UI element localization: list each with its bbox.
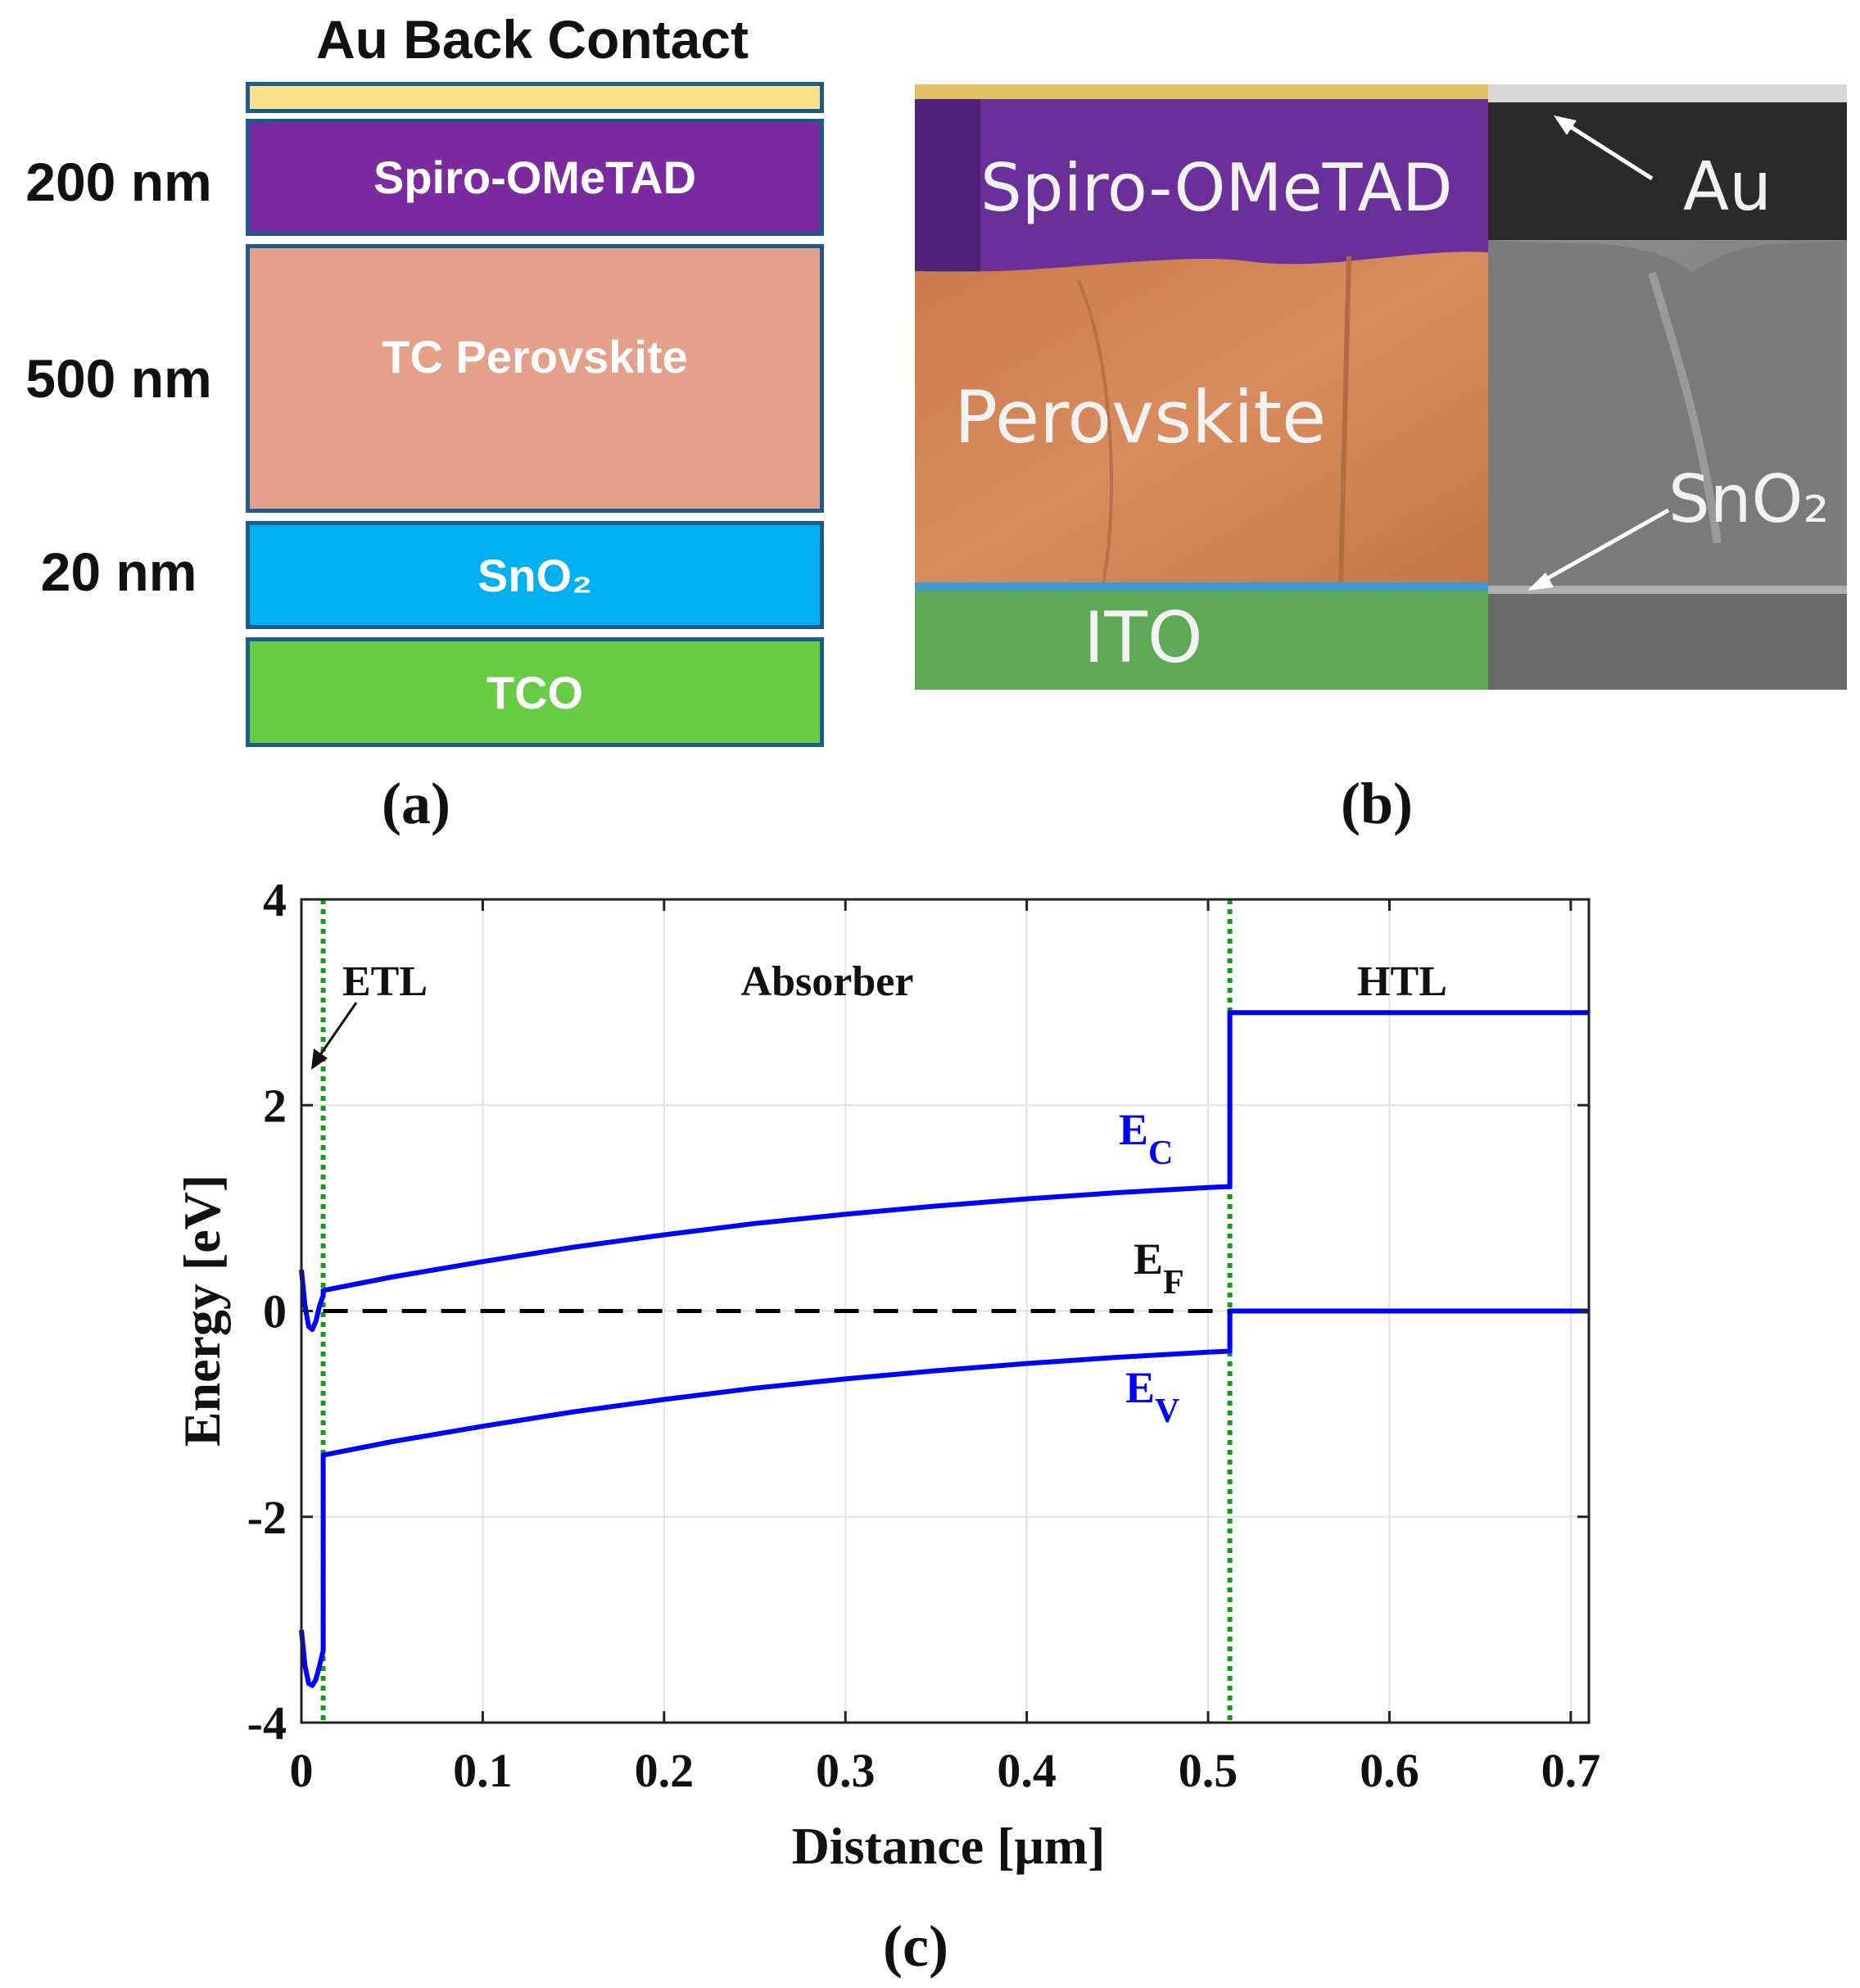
- layer-perovskite-label: TC Perovskite: [382, 331, 688, 383]
- band-label-ec: EC: [1119, 1105, 1173, 1172]
- region-label-absorber: Absorber: [741, 958, 914, 1005]
- x-tick-label: 0.3: [816, 1744, 876, 1797]
- y-axis-label: Energy [eV]: [173, 1175, 231, 1447]
- layer-spiro-label: Spiro-OMeTAD: [373, 152, 697, 203]
- x-tick-label: 0.4: [997, 1744, 1057, 1797]
- layer-tco: TCO: [246, 637, 824, 747]
- band-label-ef-sub: F: [1163, 1264, 1184, 1302]
- region-label-htl: HTL: [1357, 958, 1447, 1005]
- caption-b: (b): [1341, 771, 1413, 836]
- band-label-ev-main: E: [1125, 1363, 1155, 1412]
- etl-arrow: [315, 1002, 358, 1062]
- band-label-ev-sub: V: [1155, 1393, 1179, 1430]
- x-axis-label: Distance [μm]: [792, 1817, 1106, 1875]
- layer-sno2-label: SnO₂: [477, 549, 592, 601]
- caption-c: (c): [883, 1913, 948, 1979]
- layer-perovskite: TC Perovskite: [246, 244, 824, 513]
- sem-image: Spiro-OMeTAD Au Perovskite SnO₂ ITO: [915, 84, 1847, 690]
- sem-label-au: Au: [1683, 148, 1772, 226]
- y-tick-label: 2: [263, 1079, 287, 1132]
- band-label-ev: EV: [1125, 1363, 1179, 1430]
- x-tick-label: 0: [290, 1744, 314, 1797]
- y-tick-label: 4: [263, 873, 287, 926]
- series-line-ev: [299, 1308, 1589, 1688]
- thickness-perovskite: 500 nm: [25, 348, 212, 409]
- stack-title: Au Back Contact: [315, 9, 749, 70]
- caption-a: (a): [382, 771, 450, 836]
- y-tick-label: 0: [263, 1285, 287, 1338]
- layer-sno2: SnO₂: [246, 521, 824, 629]
- etl-arrowhead: [311, 1048, 328, 1070]
- sem-label-spiro: Spiro-OMeTAD: [980, 150, 1453, 226]
- thickness-spiro: 200 nm: [25, 152, 212, 212]
- layer-tco-label: TCO: [486, 666, 584, 718]
- layer-spiro: Spiro-OMeTAD: [246, 119, 824, 236]
- y-tick-label: -2: [247, 1491, 287, 1544]
- layer-au: [246, 82, 824, 113]
- x-tick-label: 0.5: [1179, 1744, 1238, 1797]
- band-label-ec-main: E: [1119, 1105, 1148, 1154]
- band-label-ef: EF: [1134, 1234, 1184, 1302]
- band-label-ef-main: E: [1134, 1234, 1163, 1284]
- sem-cross-section: [915, 84, 1847, 690]
- sem-label-perovskite: Perovskite: [954, 375, 1327, 460]
- series-lines: [299, 1010, 1589, 1688]
- x-tick-label: 0.1: [453, 1744, 513, 1797]
- y-tick-label: -4: [247, 1696, 287, 1750]
- sem-label-ito: ITO: [1084, 597, 1203, 679]
- series-line-ec: [299, 1010, 1589, 1333]
- x-tick-label: 0.7: [1541, 1744, 1601, 1797]
- ticks: 0 0.1 0.2 0.3 0.4 0.5 0.6 0.7 -4 -2 0 2 4: [247, 873, 1600, 1797]
- sem-label-sno2: SnO₂: [1668, 461, 1830, 537]
- x-tick-label: 0.6: [1360, 1744, 1419, 1797]
- x-tick-label: 0.2: [635, 1744, 695, 1797]
- region-label-etl: ETL: [342, 958, 428, 1005]
- thickness-sno2: 20 nm: [40, 541, 197, 602]
- band-label-ec-sub: C: [1148, 1134, 1173, 1172]
